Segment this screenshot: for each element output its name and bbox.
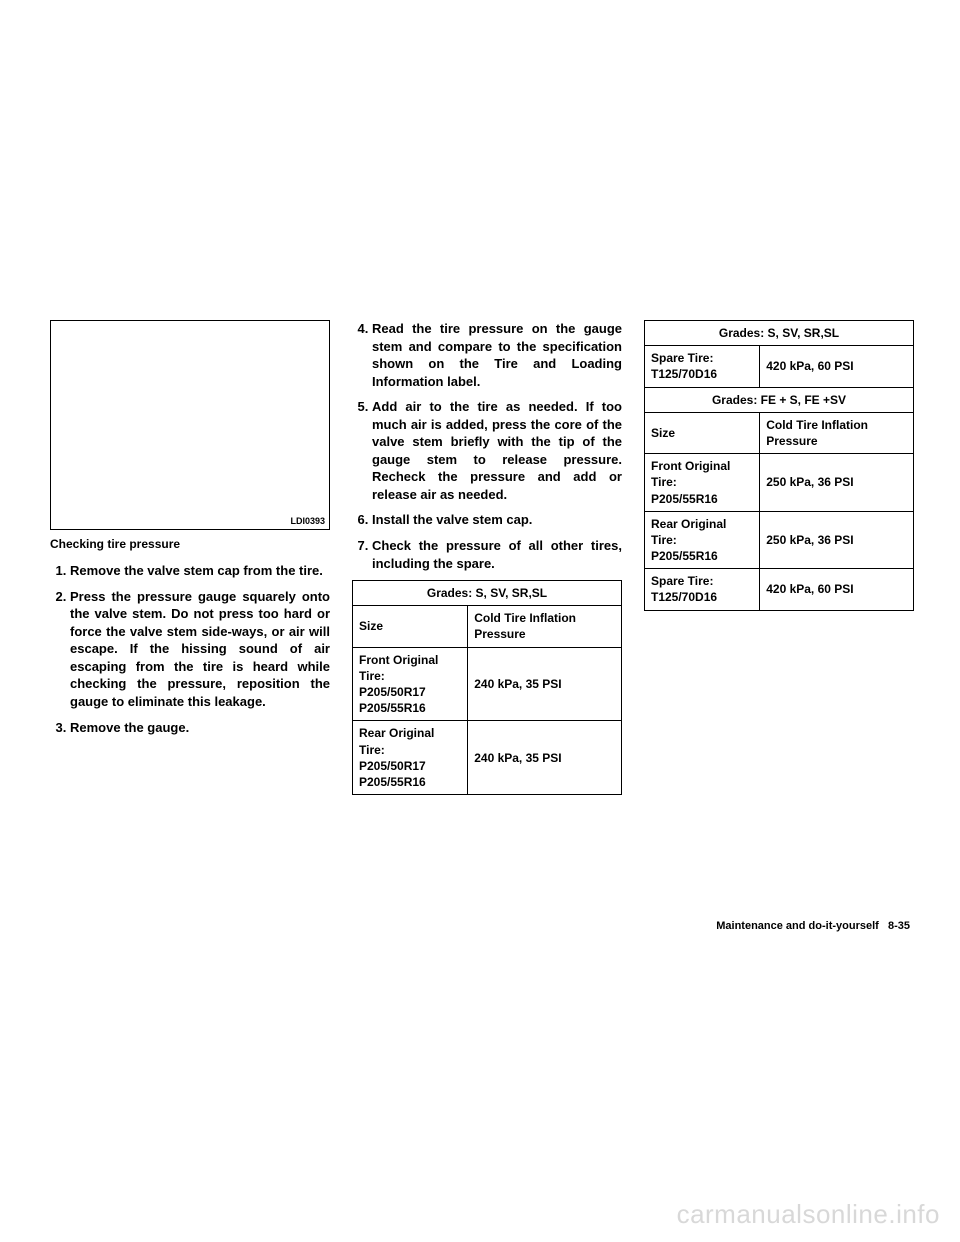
table-cell: Cold Tire Inflation Pressure xyxy=(468,606,622,647)
figure-caption: Checking tire pressure xyxy=(50,536,330,552)
table-header: Grades: FE + S, FE +SV xyxy=(645,387,914,412)
steps-list-1: Remove the valve stem cap from the tire.… xyxy=(50,562,330,736)
step-item: Add air to the tire as needed. If too mu… xyxy=(372,398,622,503)
column-3: Grades: S, SV, SR,SL Spare Tire: T125/70… xyxy=(644,320,914,795)
column-2: Read the tire pressure on the gauge stem… xyxy=(352,320,622,795)
table-header: Grades: S, SV, SR,SL xyxy=(645,321,914,346)
table-cell: 250 kPa, 36 PSI xyxy=(760,511,914,569)
watermark: carmanualsonline.info xyxy=(677,1199,940,1230)
step-item: Read the tire pressure on the gauge stem… xyxy=(372,320,622,390)
table-cell: Spare Tire: T125/70D16 xyxy=(645,346,760,387)
steps-list-2: Read the tire pressure on the gauge stem… xyxy=(352,320,622,572)
tire-pressure-table-1: Grades: S, SV, SR,SL Size Cold Tire Infl… xyxy=(352,580,622,795)
step-item: Install the valve stem cap. xyxy=(372,511,622,529)
figure-placeholder: LDI0393 xyxy=(50,320,330,530)
table-cell: Front Original Tire: P205/55R16 xyxy=(645,454,760,512)
table-cell: Front Original Tire: P205/50R17 P205/55R… xyxy=(353,647,468,721)
table-cell: Size xyxy=(353,606,468,647)
table-cell: Rear Original Tire: P205/55R16 xyxy=(645,511,760,569)
table-cell: 250 kPa, 36 PSI xyxy=(760,454,914,512)
table-cell: 240 kPa, 35 PSI xyxy=(468,647,622,721)
table-cell: Rear Original Tire: P205/50R17 P205/55R1… xyxy=(353,721,468,795)
table-header: Grades: S, SV, SR,SL xyxy=(353,581,622,606)
step-item: Press the pressure gauge squarely onto t… xyxy=(70,588,330,711)
column-1: LDI0393 Checking tire pressure Remove th… xyxy=(50,320,330,795)
page-footer: Maintenance and do-it-yourself 8-35 xyxy=(716,920,910,932)
table-cell: 420 kPa, 60 PSI xyxy=(760,346,914,387)
page-content: LDI0393 Checking tire pressure Remove th… xyxy=(50,320,910,795)
tire-pressure-table-2: Grades: S, SV, SR,SL Spare Tire: T125/70… xyxy=(644,320,914,611)
table-cell: 240 kPa, 35 PSI xyxy=(468,721,622,795)
table-cell: Cold Tire Inflation Pressure xyxy=(760,412,914,453)
step-item: Remove the gauge. xyxy=(70,719,330,737)
step-item: Remove the valve stem cap from the tire. xyxy=(70,562,330,580)
table-cell: 420 kPa, 60 PSI xyxy=(760,569,914,610)
step-item: Check the pressure of all other tires, i… xyxy=(372,537,622,572)
figure-code: LDI0393 xyxy=(290,515,325,527)
table-cell: Spare Tire: T125/70D16 xyxy=(645,569,760,610)
table-cell: Size xyxy=(645,412,760,453)
